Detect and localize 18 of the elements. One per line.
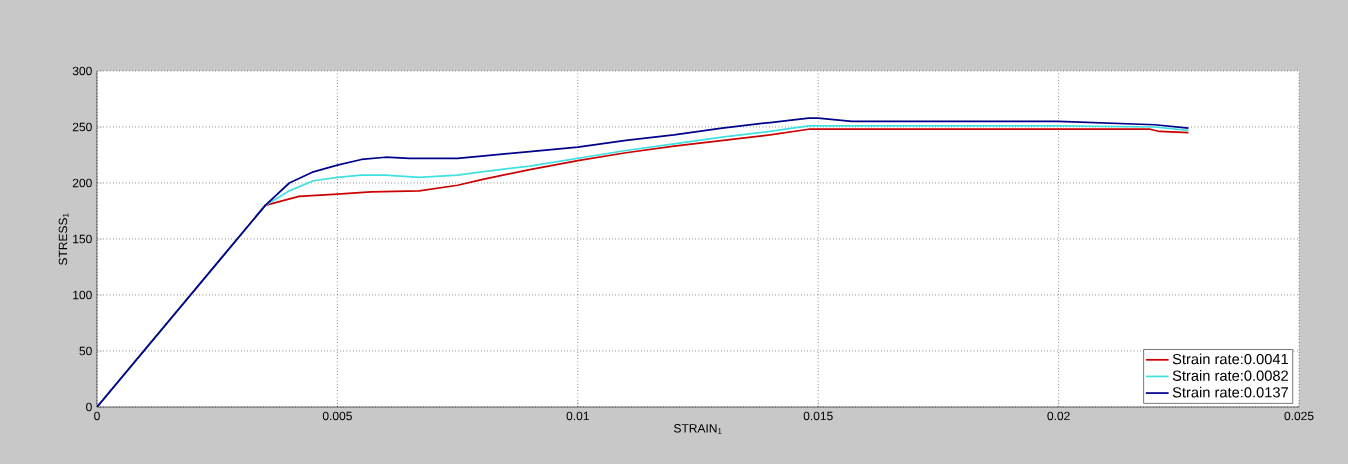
y-tick-label: 300 bbox=[72, 66, 92, 76]
legend-label: Strain rate:0.0041 bbox=[1172, 353, 1288, 365]
x-tick-label: 0.015 bbox=[803, 411, 833, 421]
x-axis-title: STRAIN$_{1}$ bbox=[673, 424, 722, 434]
x-tick-label: 0.025 bbox=[1284, 411, 1314, 421]
y-axis-title: STRESS$_{1}$ bbox=[58, 213, 69, 266]
y-tick-label: 0 bbox=[86, 402, 92, 412]
legend-label: Strain rate:0.0082 bbox=[1172, 370, 1288, 381]
y-tick-label: 100 bbox=[73, 290, 92, 300]
x-tick-label: 0.01 bbox=[566, 411, 589, 421]
x-tick-label: 0.005 bbox=[322, 411, 352, 421]
y-tick-label: 150 bbox=[73, 234, 92, 244]
y-tick-label: 250 bbox=[72, 122, 92, 132]
x-tick-label: 0.02 bbox=[1047, 411, 1070, 421]
legend-label: Strain rate:0.0137 bbox=[1172, 386, 1288, 398]
y-tick-label: 200 bbox=[72, 178, 92, 188]
y-tick-label: 50 bbox=[79, 346, 92, 356]
x-tick-label: 0 bbox=[94, 411, 100, 421]
